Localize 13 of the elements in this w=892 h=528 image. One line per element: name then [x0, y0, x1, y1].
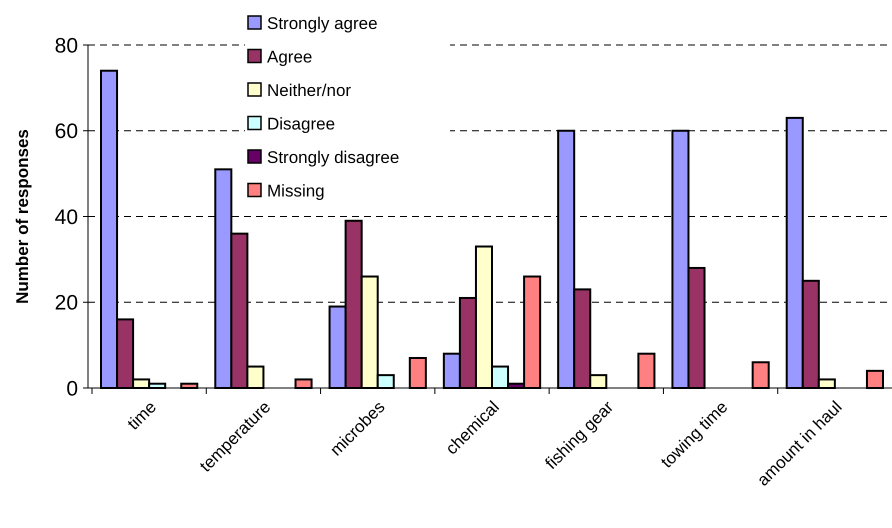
y-tick-label: 0	[66, 377, 78, 400]
y-tick-label: 80	[54, 34, 78, 58]
x-tick-label: time	[124, 397, 160, 434]
y-tick-label: 20	[54, 292, 78, 315]
legend-label: Agree	[267, 47, 312, 66]
legend-label: Strongly disagree	[267, 148, 400, 167]
y-tick-label: 40	[54, 206, 78, 229]
y-tick-label: 60	[54, 120, 78, 144]
legend-label: Neither/nor	[267, 80, 352, 100]
y-axis-title: Number of responses	[13, 129, 32, 304]
legend-label: Missing	[267, 181, 325, 200]
legend-label: Strongly agree	[267, 14, 378, 33]
legend-label: Disagree	[267, 114, 336, 134]
